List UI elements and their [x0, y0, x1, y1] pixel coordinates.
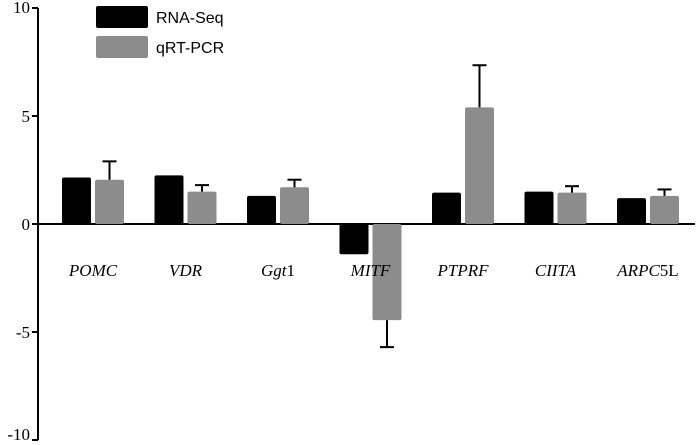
bar-rna-seq [524, 191, 554, 224]
bar-rna-seq [154, 175, 184, 224]
category-labels: POMC VDR Ggt1 MITF PTPRF CIITA ARPC5L [68, 261, 679, 280]
category-label: MITF [350, 261, 391, 280]
bar-qrt-pcr [280, 187, 309, 224]
legend-swatch [96, 6, 148, 28]
bar-rna-seq [62, 177, 91, 224]
bar-rna-seq [432, 192, 461, 224]
category-label: Ggt1 [261, 261, 295, 280]
category-label: VDR [169, 261, 203, 280]
bar-rna-seq [339, 224, 369, 255]
legend-label: qRT-PCR [156, 40, 224, 57]
bar-qrt-pcr [465, 107, 494, 224]
bar-rna-seq [617, 198, 646, 224]
bars [62, 107, 679, 321]
legend-swatch [96, 36, 148, 58]
category-label: ARPC5L [616, 261, 678, 280]
axes: 10 5 0 -5 -10 [7, 0, 695, 444]
y-tick-label: 0 [22, 215, 31, 234]
category-label: POMC [68, 261, 118, 280]
category-label: CIITA [535, 261, 577, 280]
bar-qrt-pcr [372, 224, 402, 321]
y-tick-label: 5 [22, 107, 31, 126]
legend-label: RNA-Seq [156, 10, 224, 27]
y-tick-label: -10 [7, 425, 30, 444]
category-label: PTPRF [437, 261, 490, 280]
bar-qrt-pcr [650, 195, 679, 224]
y-tick-label: 10 [13, 0, 30, 17]
error-bars [102, 64, 672, 349]
bar-rna-seq [247, 195, 276, 224]
bar-qrt-pcr [95, 179, 124, 224]
legend: RNA-Seq qRT-PCR [96, 6, 224, 58]
bar-qrt-pcr [187, 191, 217, 224]
bar-qrt-pcr [557, 192, 587, 224]
y-tick-label: -5 [16, 323, 30, 342]
